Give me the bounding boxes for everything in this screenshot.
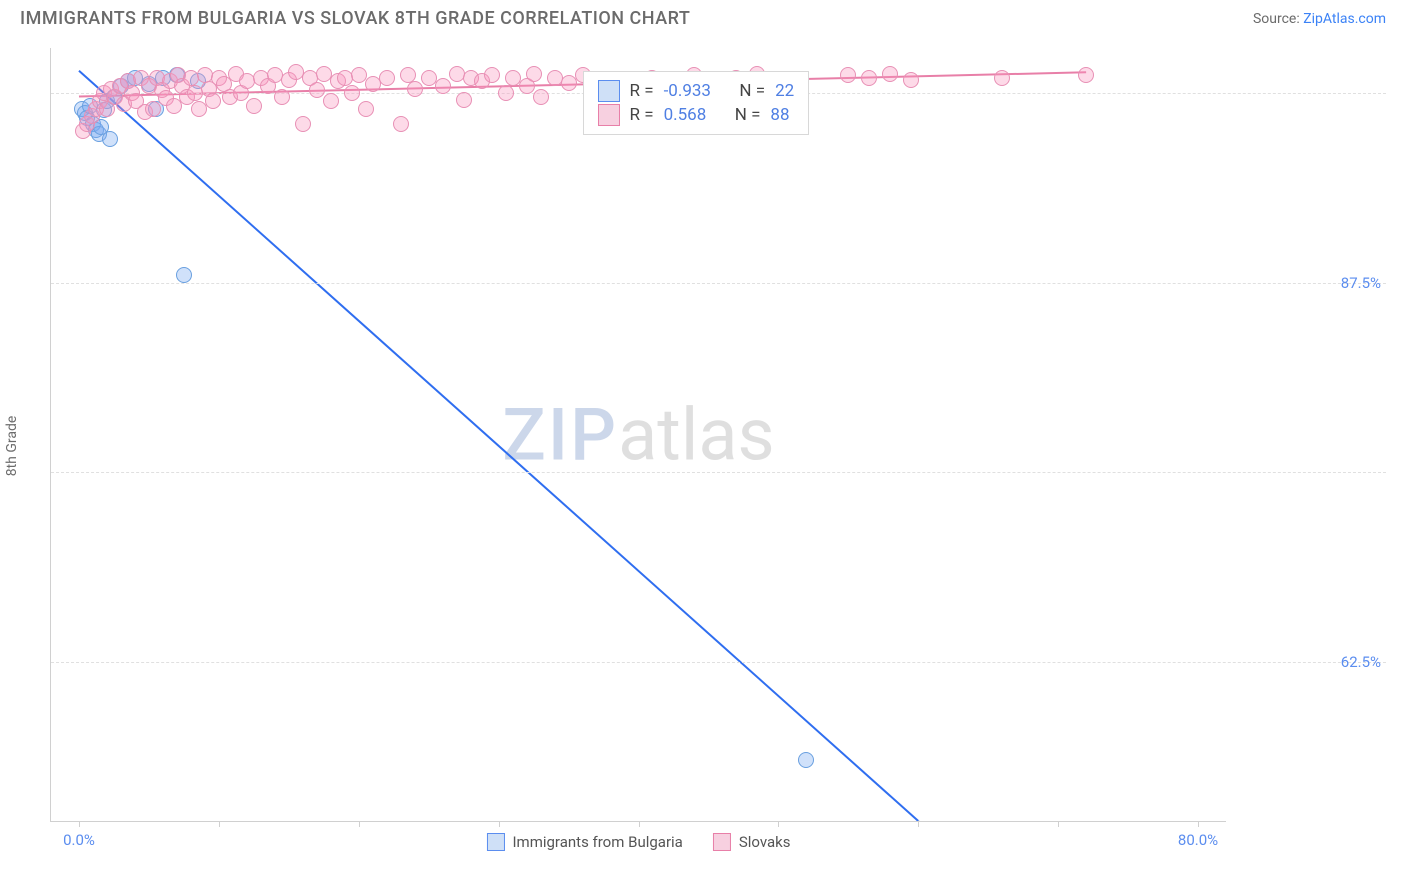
data-point — [379, 70, 395, 86]
data-point — [840, 67, 856, 83]
legend-swatch — [598, 80, 620, 102]
r-value: -0.933 — [664, 81, 711, 101]
stats-legend-row: R = -0.933 N = 22 — [598, 80, 795, 102]
legend-swatch — [598, 104, 620, 126]
data-point — [309, 82, 325, 98]
stats-legend-row: R = 0.568 N = 88 — [598, 104, 795, 126]
y-axis-label: 8th Grade — [4, 416, 20, 477]
r-label: R = — [630, 105, 654, 125]
data-point — [358, 101, 374, 117]
x-tick — [219, 821, 220, 827]
n-value: 88 — [770, 105, 789, 125]
source-prefix: Source: — [1253, 11, 1303, 27]
n-value: 22 — [775, 81, 794, 101]
data-point — [323, 93, 339, 109]
data-point — [393, 116, 409, 132]
data-point — [274, 89, 290, 105]
data-point — [484, 67, 500, 83]
data-point — [882, 66, 898, 82]
data-point — [344, 85, 360, 101]
data-point — [903, 72, 919, 88]
scatter-plot: ZIPatlas 62.5%87.5%0.0%80.0%R =-0.933 N … — [50, 48, 1226, 822]
data-point — [498, 85, 514, 101]
gridline — [51, 472, 1386, 473]
y-tick-label: 62.5% — [1341, 653, 1381, 671]
legend-swatch — [486, 833, 504, 851]
x-tick — [1058, 821, 1059, 827]
n-label: N = — [739, 81, 765, 101]
data-point — [435, 78, 451, 94]
data-point — [533, 89, 549, 105]
data-point — [205, 93, 221, 109]
r-label: R = — [630, 81, 654, 101]
chart-title: IMMIGRANTS FROM BULGARIA VS SLOVAK 8TH G… — [20, 8, 690, 29]
legend-swatch — [713, 833, 731, 851]
series-label: Slovaks — [739, 833, 791, 851]
trend-lines — [51, 48, 1226, 821]
x-tick — [359, 821, 360, 827]
data-point — [295, 116, 311, 132]
stats-legend: R =-0.933 N =22R =0.568 N =88 — [583, 71, 810, 135]
data-point — [407, 81, 423, 97]
x-tick-label: 0.0% — [63, 831, 95, 849]
y-tick-label: 87.5% — [1341, 274, 1381, 292]
data-point — [526, 66, 542, 82]
source-citation: Source: ZipAtlas.com — [1253, 11, 1386, 27]
r-value: 0.568 — [664, 105, 707, 125]
series-legend: Immigrants from Bulgaria Slovaks — [486, 833, 790, 851]
gridline — [51, 662, 1386, 663]
series-label: Immigrants from Bulgaria — [512, 833, 682, 851]
x-tick — [1198, 821, 1199, 827]
watermark-part1: ZIP — [502, 392, 618, 477]
source-link[interactable]: ZipAtlas.com — [1303, 11, 1386, 27]
gridline — [51, 283, 1386, 284]
data-point — [176, 267, 192, 283]
x-tick — [639, 821, 640, 827]
x-tick — [778, 821, 779, 827]
series-legend-item: Slovaks — [713, 833, 791, 851]
n-label: N = — [735, 105, 761, 125]
x-tick-label: 80.0% — [1178, 831, 1218, 849]
data-point — [1078, 67, 1094, 83]
x-tick — [918, 821, 919, 827]
x-tick — [499, 821, 500, 827]
watermark-part2: atlas — [618, 392, 775, 477]
data-point — [994, 70, 1010, 86]
data-point — [861, 70, 877, 86]
data-point — [456, 92, 472, 108]
data-point — [102, 131, 118, 147]
data-point — [798, 752, 814, 768]
data-point — [246, 98, 262, 114]
series-legend-item: Immigrants from Bulgaria — [486, 833, 682, 851]
x-tick — [79, 821, 80, 827]
watermark: ZIPatlas — [502, 392, 774, 477]
